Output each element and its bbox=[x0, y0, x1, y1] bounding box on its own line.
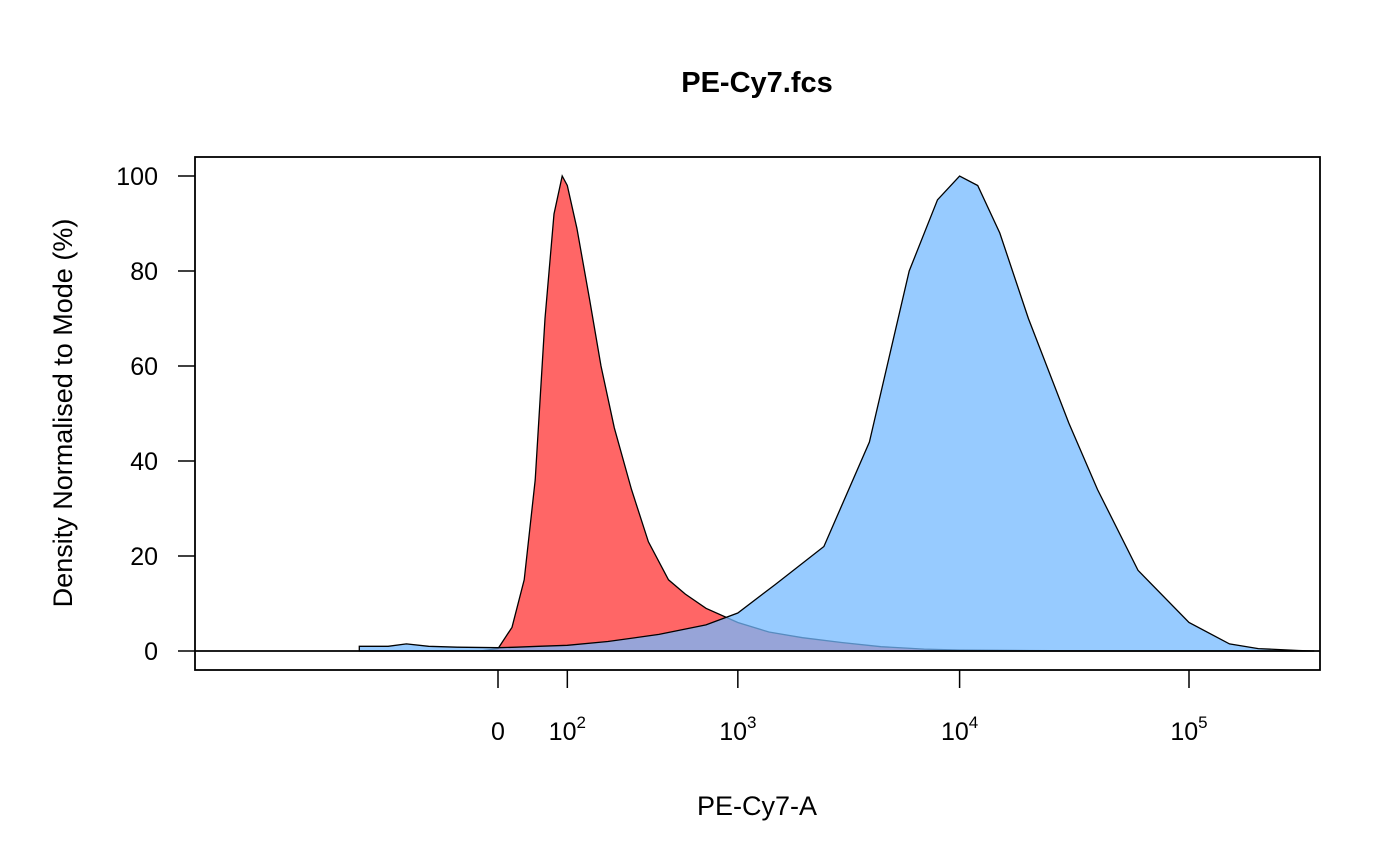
y-axis-label: Density Normalised to Mode (%) bbox=[48, 219, 78, 608]
series-layer bbox=[358, 174, 1315, 652]
x-tick-label: 102 bbox=[549, 713, 586, 746]
y-tick-label: 60 bbox=[130, 353, 158, 381]
x-tick-label: 105 bbox=[1170, 713, 1207, 746]
x-axis-label: PE-Cy7-A bbox=[697, 791, 817, 821]
x-tick-label: 104 bbox=[941, 713, 978, 746]
x-tick-label: 0 bbox=[491, 718, 505, 746]
y-tick-label: 20 bbox=[130, 543, 158, 571]
y-tick-label: 80 bbox=[130, 258, 158, 286]
y-tick-label: 100 bbox=[116, 163, 158, 191]
x-axis: 0 102 103 104 105 bbox=[491, 670, 1208, 746]
x-tick-label: 103 bbox=[719, 713, 756, 746]
y-tick-label: 0 bbox=[144, 638, 158, 666]
plot-frame bbox=[194, 156, 1321, 671]
y-axis: 0 20 40 60 80 100 bbox=[116, 163, 195, 666]
density-curve-2 bbox=[358, 175, 1315, 652]
y-tick-label: 40 bbox=[130, 448, 158, 476]
chart-title: PE-Cy7.fcs bbox=[681, 67, 833, 99]
